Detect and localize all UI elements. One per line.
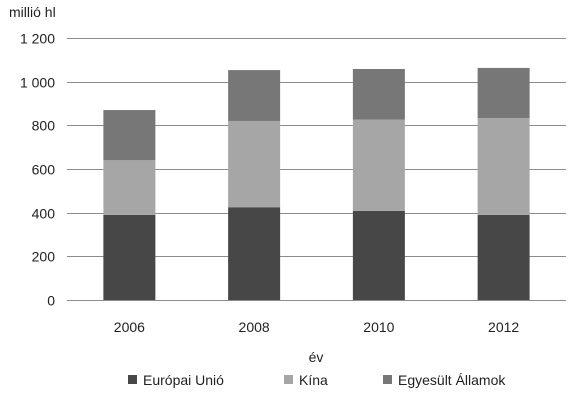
bar-segment [352, 69, 405, 120]
bar-segment [228, 120, 281, 208]
bar-segment [228, 70, 281, 121]
bar-segment [477, 214, 530, 300]
x-axis-ticks: 2006 2008 2010 2012 [114, 319, 520, 335]
y-tick-label: 400 [32, 206, 56, 222]
x-tick-label: 2012 [488, 319, 519, 335]
bar-segment [103, 160, 156, 215]
x-tick-label: 2006 [114, 319, 145, 335]
y-tick-label: 0 [47, 293, 55, 309]
y-unit-label: millió hl [9, 4, 56, 20]
bar-segment [352, 210, 405, 300]
legend-swatch [383, 375, 392, 384]
x-tick-label: 2010 [363, 319, 394, 335]
bar-segment [352, 119, 405, 211]
legend: Európai Unió Kína Egyesült Államok [128, 372, 506, 388]
legend-swatch [128, 375, 137, 384]
x-tick-label: 2008 [239, 319, 270, 335]
y-axis-ticks: 0 200 400 600 800 1 000 1 200 [20, 31, 55, 309]
legend-label: Európai Unió [143, 372, 224, 388]
x-axis-title: év [309, 349, 324, 365]
bar-segment [477, 118, 530, 215]
legend-label: Egyesült Államok [398, 372, 506, 388]
bar-segment [228, 207, 281, 300]
bars [103, 67, 530, 300]
y-tick-label: 1 200 [20, 31, 55, 47]
bar-segment [477, 67, 530, 119]
bar-segment [103, 110, 156, 161]
y-tick-label: 1 000 [20, 75, 55, 91]
bar-segment [103, 214, 156, 300]
y-tick-label: 600 [32, 162, 56, 178]
y-tick-label: 800 [32, 118, 56, 134]
legend-swatch [284, 375, 293, 384]
y-tick-label: 200 [32, 249, 56, 265]
legend-label: Kína [299, 372, 328, 388]
